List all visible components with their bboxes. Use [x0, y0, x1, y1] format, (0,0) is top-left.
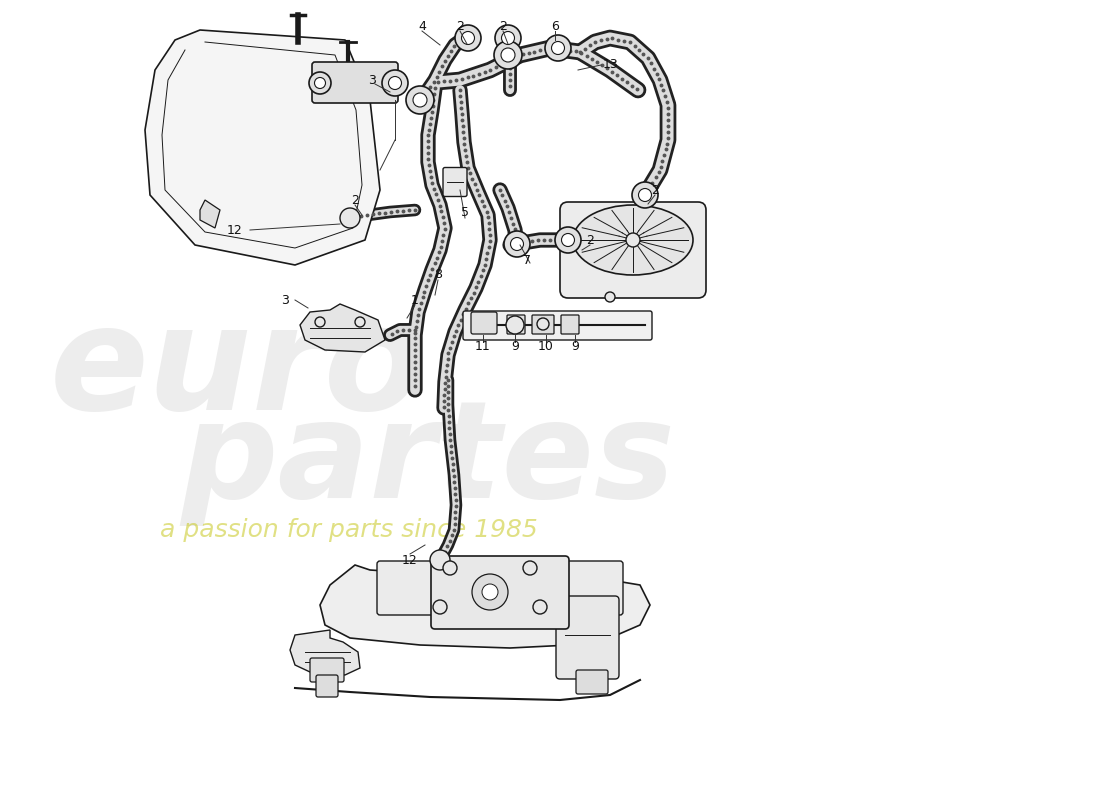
Circle shape	[522, 561, 537, 575]
Circle shape	[355, 317, 365, 327]
Circle shape	[388, 77, 401, 90]
Circle shape	[537, 318, 549, 330]
Circle shape	[412, 93, 427, 107]
FancyBboxPatch shape	[312, 62, 398, 103]
Circle shape	[495, 25, 521, 51]
Circle shape	[502, 31, 515, 45]
Text: 2: 2	[456, 21, 464, 34]
Text: 5: 5	[461, 206, 469, 219]
FancyBboxPatch shape	[431, 556, 569, 629]
Polygon shape	[200, 200, 220, 228]
Polygon shape	[145, 30, 380, 265]
FancyBboxPatch shape	[576, 670, 608, 694]
Text: 10: 10	[538, 341, 554, 354]
Polygon shape	[320, 565, 650, 648]
Circle shape	[309, 72, 331, 94]
Circle shape	[638, 189, 651, 202]
Circle shape	[510, 238, 524, 250]
Circle shape	[632, 182, 658, 208]
Ellipse shape	[573, 205, 693, 275]
Circle shape	[455, 25, 481, 51]
Circle shape	[315, 317, 324, 327]
Text: 1: 1	[411, 294, 419, 306]
Circle shape	[544, 35, 571, 61]
FancyBboxPatch shape	[310, 658, 344, 682]
Circle shape	[556, 227, 581, 253]
Circle shape	[506, 316, 524, 334]
FancyBboxPatch shape	[377, 561, 623, 615]
Text: 7: 7	[522, 254, 531, 266]
Text: 13: 13	[603, 58, 618, 71]
Text: 3: 3	[368, 74, 376, 86]
Circle shape	[430, 550, 450, 570]
FancyBboxPatch shape	[507, 315, 525, 334]
Text: 4: 4	[418, 21, 426, 34]
Text: 6: 6	[551, 21, 559, 34]
FancyBboxPatch shape	[463, 311, 652, 340]
FancyBboxPatch shape	[471, 312, 497, 334]
Circle shape	[534, 600, 547, 614]
Text: a passion for parts since 1985: a passion for parts since 1985	[160, 518, 538, 542]
Circle shape	[504, 231, 530, 257]
Circle shape	[605, 292, 615, 302]
FancyBboxPatch shape	[443, 167, 468, 197]
Circle shape	[443, 561, 456, 575]
Circle shape	[561, 234, 574, 246]
Circle shape	[340, 208, 360, 228]
Text: 2: 2	[351, 194, 359, 206]
Circle shape	[494, 41, 522, 69]
Text: 2: 2	[586, 234, 594, 246]
FancyBboxPatch shape	[532, 315, 554, 334]
Circle shape	[382, 70, 408, 96]
Text: 11: 11	[475, 341, 491, 354]
Circle shape	[551, 42, 564, 54]
FancyBboxPatch shape	[561, 315, 579, 334]
FancyBboxPatch shape	[316, 675, 338, 697]
Text: 8: 8	[434, 269, 442, 282]
Polygon shape	[290, 630, 360, 675]
FancyBboxPatch shape	[556, 596, 619, 679]
Circle shape	[406, 86, 434, 114]
FancyBboxPatch shape	[560, 202, 706, 298]
Text: 12: 12	[227, 223, 243, 237]
Text: euro: euro	[50, 299, 425, 441]
Circle shape	[315, 78, 326, 89]
Text: 2: 2	[651, 183, 659, 197]
Circle shape	[462, 31, 474, 45]
Polygon shape	[300, 304, 385, 352]
Text: 12: 12	[403, 554, 418, 566]
Circle shape	[626, 233, 640, 247]
Text: 9: 9	[571, 341, 579, 354]
Circle shape	[472, 574, 508, 610]
Text: 9: 9	[512, 341, 519, 354]
Text: 2: 2	[499, 21, 507, 34]
Circle shape	[482, 584, 498, 600]
Text: 3: 3	[282, 294, 289, 306]
Circle shape	[500, 48, 515, 62]
Text: partes: partes	[180, 394, 675, 526]
Circle shape	[433, 600, 447, 614]
